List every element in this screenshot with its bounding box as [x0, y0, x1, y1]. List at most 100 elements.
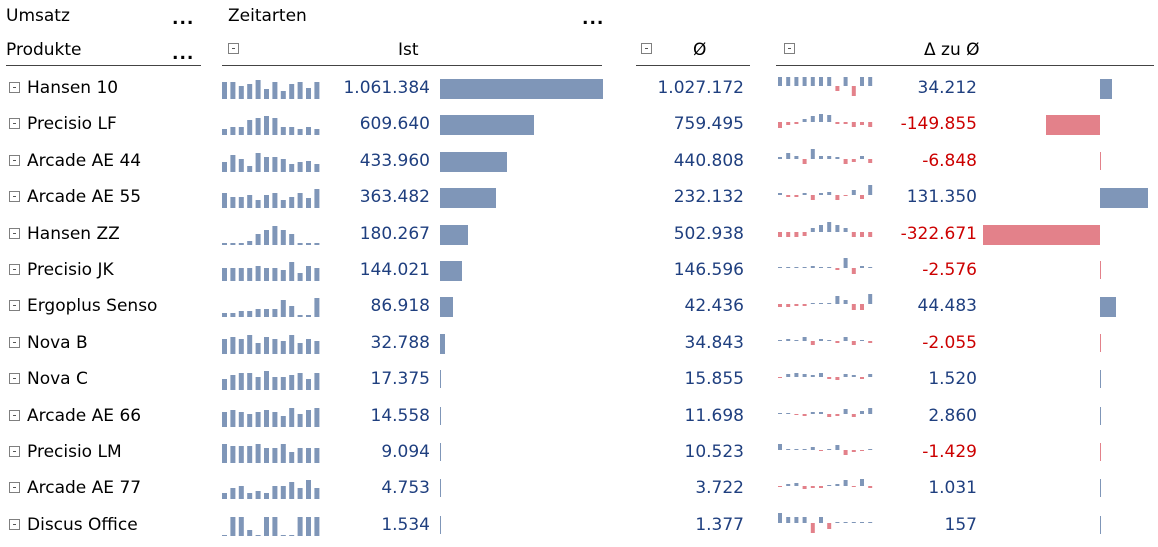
row-expand-icon[interactable] [9, 519, 20, 530]
delta-bar [1100, 370, 1101, 388]
ist-sparkline-bar [272, 339, 278, 354]
product-name[interactable]: Nova B [27, 333, 88, 353]
ist-value: 363.482 [359, 187, 430, 207]
delta-sparkline-bar [868, 122, 873, 127]
product-name[interactable]: Hansen ZZ [27, 224, 120, 244]
row-expand-icon[interactable] [9, 228, 20, 239]
delta-sparkline-bar [868, 374, 873, 377]
ist-sparkline-bar [230, 337, 236, 354]
ist-value: 17.375 [370, 369, 430, 389]
delta-sparkline [778, 258, 873, 274]
product-name[interactable]: Arcade AE 77 [27, 478, 142, 498]
ist-sparkline-bar [264, 410, 269, 427]
delta-sparkline-bar [810, 195, 815, 200]
delta-sparkline-bar [827, 77, 832, 86]
ist-sparkline [222, 189, 320, 208]
delta-sparkline-bar [868, 522, 873, 523]
ist-sparkline-bar [255, 491, 261, 499]
row-expand-icon[interactable] [9, 337, 20, 348]
delta-sparkline-bar [843, 195, 848, 196]
product-name[interactable]: Ergoplus Senso [27, 296, 158, 316]
ist-sparkline-bar [289, 335, 295, 354]
ist-sparkline-bar [238, 412, 244, 427]
avg-value: 502.938 [673, 224, 744, 244]
row-expand-icon[interactable] [9, 118, 20, 129]
dimension-more-button[interactable]: ... [172, 44, 195, 64]
measure-more-button[interactable]: ... [172, 9, 195, 29]
delta-sparkline-bar [794, 304, 799, 306]
ist-bar [440, 115, 534, 135]
ist-sparkline-bar [247, 84, 253, 99]
ist-sparkline-bar [222, 268, 227, 281]
ist-sparkline-bar [289, 197, 295, 208]
ist-sparkline-bar [272, 157, 278, 172]
avg-value: 232.132 [673, 187, 744, 207]
delta-sparkline-bar [819, 193, 823, 195]
product-name[interactable]: Nova C [27, 369, 88, 389]
delta-bar [1100, 188, 1148, 208]
delta-sparkline-bar [778, 157, 782, 159]
ist-sparkline-bar [247, 166, 253, 172]
row-expand-icon[interactable] [9, 264, 20, 275]
row-expand-icon[interactable] [9, 300, 20, 311]
row-expand-icon[interactable] [9, 410, 20, 421]
timetype-more-button[interactable]: ... [582, 9, 605, 29]
ist-bar [440, 297, 453, 317]
ist-value: 32.788 [370, 333, 430, 353]
product-name[interactable]: Arcade AE 66 [27, 406, 142, 426]
ist-sparkline-bar [230, 446, 236, 463]
delta-sparkline-bar [786, 153, 791, 159]
product-name[interactable]: Precisio LM [27, 442, 122, 462]
delta-sparkline-bar [802, 77, 807, 86]
delta-bar [1100, 516, 1101, 534]
ist-sparkline-bar [297, 448, 303, 463]
ist-sparkline-bar [222, 379, 227, 390]
product-name[interactable]: Precisio LF [27, 114, 117, 134]
timetype-label[interactable]: Zeitarten [228, 6, 307, 26]
delta-sparkline-bar [860, 156, 864, 159]
product-name[interactable]: Arcade AE 55 [27, 187, 142, 207]
product-name[interactable]: Precisio JK [27, 260, 114, 280]
delta-sparkline-bar [819, 303, 823, 304]
ist-sparkline [222, 262, 320, 281]
delta-sparkline-bar [786, 374, 791, 377]
delta-sparkline-bar [802, 304, 807, 306]
row-expand-icon[interactable] [9, 82, 20, 93]
delta-sparkline-bar [794, 77, 799, 86]
avg-value: 1.377 [695, 515, 744, 535]
row-expand-icon[interactable] [9, 191, 20, 202]
table-row: Arcade AE 55 363.482 232.132 131.350 [0, 179, 1158, 215]
product-name[interactable]: Arcade AE 44 [27, 151, 142, 171]
avg-value: 34.843 [684, 333, 744, 353]
avg-column-expander[interactable] [641, 43, 652, 54]
ist-sparkline-bar [306, 127, 311, 135]
avg-value: 1.027.172 [657, 78, 744, 98]
ist-sparkline-bar [222, 82, 227, 99]
ist-sparkline-bar [306, 480, 311, 499]
delta-sparkline-bar [786, 339, 791, 341]
ist-column-expander[interactable] [228, 43, 239, 54]
ist-sparkline-bar [230, 488, 236, 499]
delta-sparkline-bar [835, 414, 840, 416]
delta-sparkline-bar [868, 185, 873, 195]
row-expand-icon[interactable] [9, 155, 20, 166]
delta-sparkline-bar [786, 413, 791, 414]
product-name[interactable]: Discus Office [27, 515, 138, 535]
ist-value: 1.534 [381, 515, 430, 535]
delta-sparkline-bar [835, 296, 840, 304]
ist-sparkline-bar [314, 82, 320, 99]
ist-sparkline-bar [247, 311, 253, 317]
row-expand-icon[interactable] [9, 482, 20, 493]
ist-sparkline-bar [314, 268, 320, 281]
delta-column-expander[interactable] [784, 43, 795, 54]
delta-sparkline-bar [851, 190, 856, 195]
ist-sparkline-bar [222, 313, 227, 317]
ist-sparkline [222, 408, 320, 427]
delta-bar [983, 225, 1100, 245]
dimension-label[interactable]: Produkte [6, 40, 82, 60]
measure-label[interactable]: Umsatz [6, 6, 70, 26]
ist-sparkline-bar [255, 535, 261, 536]
row-expand-icon[interactable] [9, 373, 20, 384]
row-expand-icon[interactable] [9, 446, 20, 457]
product-name[interactable]: Hansen 10 [27, 78, 119, 98]
